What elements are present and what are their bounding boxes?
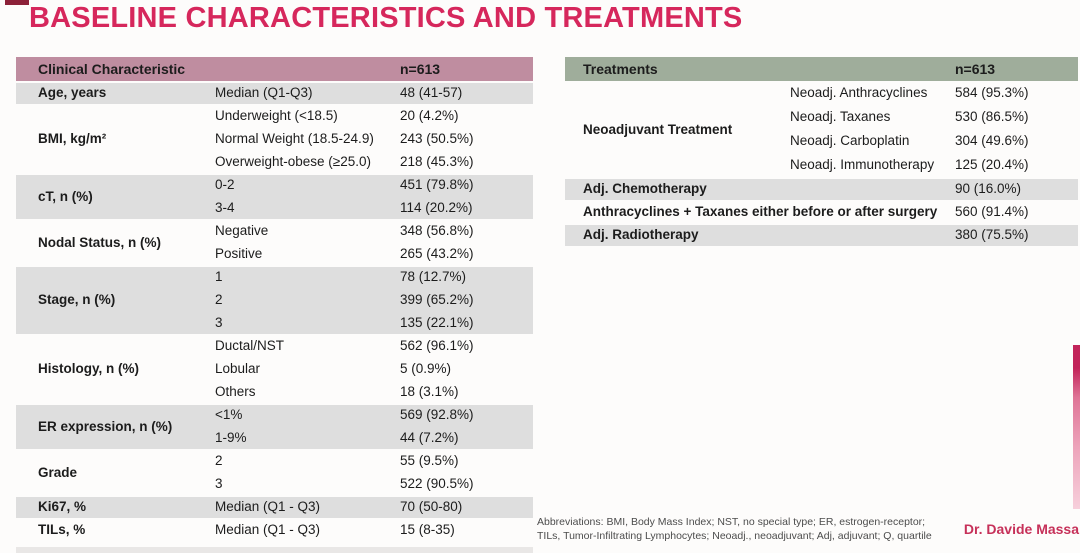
table-row-adj-radiotherapy: Adj. Radiotherapy 380 (75.5%)	[565, 223, 1078, 246]
row-sub: Median (Q1 - Q3)	[215, 499, 321, 514]
row-value: 399 (65.2%)	[400, 292, 474, 307]
row-value: 584 (95.3%)	[955, 85, 1029, 100]
row-sub: Median (Q1 - Q3)	[215, 522, 321, 537]
row-sub: Ductal/NST	[215, 338, 285, 353]
row-value: 55 (9.5%)	[400, 453, 459, 468]
row-sub: Median (Q1-Q3)	[215, 85, 313, 100]
row-value: 90 (16.0%)	[955, 181, 1022, 196]
cropped-next-row-remnant	[16, 547, 533, 553]
row-sub: Neoadj. Carboplatin	[790, 133, 910, 148]
row-label: Stage, n (%)	[38, 292, 116, 307]
row-sub: 0-2	[215, 177, 235, 192]
row-sub: 2	[215, 453, 223, 468]
row-value: 125 (20.4%)	[955, 157, 1029, 172]
row-value: 20 (4.2%)	[400, 108, 459, 123]
row-value: 114 (20.2%)	[400, 200, 473, 215]
row-sub: 3	[215, 476, 223, 491]
row-sub: Positive	[215, 246, 263, 261]
row-value: 218 (45.3%)	[400, 154, 474, 169]
row-value: 569 (92.8%)	[400, 407, 474, 422]
row-label: TILs, %	[38, 522, 86, 537]
row-value: 15 (8-35)	[400, 522, 455, 537]
row-label: ER expression, n (%)	[38, 418, 173, 434]
row-label: Adj. Chemotherapy	[583, 181, 707, 196]
row-sub: Neoadj. Taxanes	[790, 109, 891, 124]
row-label: Neoadjuvant Treatment	[583, 121, 733, 137]
row-sub: 1-9%	[215, 430, 247, 445]
table-row-ki67: Ki67, % Median (Q1 - Q3) 70 (50-80)	[16, 495, 533, 518]
row-value: 243 (50.5%)	[400, 131, 474, 146]
table-row-stage: Stage, n (%) 1 2 3 78 (12.7%) 399 (65.2%…	[16, 265, 533, 334]
row-label: Adj. Radiotherapy	[583, 227, 699, 242]
row-value: 5 (0.9%)	[400, 361, 452, 376]
row-label: Ki67, %	[38, 499, 87, 514]
table-row-histology: Histology, n (%) Ductal/NST Lobular Othe…	[16, 334, 533, 403]
row-sub: <1%	[215, 407, 243, 422]
row-value: 48 (41-57)	[400, 85, 463, 100]
row-value: 135 (22.1%)	[400, 315, 474, 330]
row-label: Anthracyclines + Taxanes either before o…	[583, 204, 938, 219]
row-value: 348 (56.8%)	[400, 223, 474, 238]
row-value: 562 (96.1%)	[400, 338, 474, 353]
clinical-characteristics-table: Clinical Characteristic n=613 Age, years…	[16, 57, 533, 541]
page-title: BASELINE CHARACTERISTICS AND TREATMENTS	[29, 2, 743, 34]
row-value: 304 (49.6%)	[955, 133, 1029, 148]
table-row-adj-chemotherapy: Adj. Chemotherapy 90 (16.0%)	[565, 177, 1078, 200]
row-sub: Neoadj. Anthracyclines	[790, 85, 928, 100]
author-credit: Dr. Davide Massa	[963, 521, 1079, 537]
row-sub: Normal Weight (18.5-24.9)	[215, 131, 374, 146]
table-row-neoadjuvant-treatment: Neoadjuvant Treatment Neoadj. Anthracycl…	[565, 81, 1078, 177]
row-label: Nodal Status, n (%)	[38, 234, 162, 250]
row-sub: 3	[215, 315, 223, 330]
row-sub: Overweight-obese (≥25.0)	[215, 154, 371, 169]
table-row-grade: Grade 2 3 55 (9.5%) 522 (90.5%)	[16, 449, 533, 495]
treatments-table: Treatments n=613 Neoadjuvant Treatment N…	[565, 57, 1078, 246]
decorative-edge-bar	[1073, 345, 1080, 509]
row-sub: 1	[215, 269, 223, 284]
row-value: 451 (79.8%)	[400, 177, 474, 192]
row-sub: Neoadj. Immunotherapy	[790, 157, 935, 172]
row-value: 560 (91.4%)	[955, 204, 1029, 219]
row-sub: Negative	[215, 223, 269, 238]
table-row-nodal-status: Nodal Status, n (%) Negative Positive 34…	[16, 219, 533, 265]
footnote-line: TILs, Tumor-Infiltrating Lymphocytes; Ne…	[537, 529, 932, 542]
row-value: 44 (7.2%)	[400, 430, 459, 445]
row-value: 380 (75.5%)	[955, 227, 1029, 242]
row-sub: 3-4	[215, 200, 235, 215]
row-label: cT, n (%)	[38, 188, 93, 204]
right-table-header-label: Treatments	[583, 61, 658, 77]
table-row-er-expression: ER expression, n (%) <1% 1-9% 569 (92.8%…	[16, 403, 533, 449]
left-table-header-label: Clinical Characteristic	[38, 61, 186, 77]
row-sub: Lobular	[215, 361, 261, 376]
row-value: 530 (86.5%)	[955, 109, 1029, 124]
right-table-header-count: n=613	[955, 61, 996, 77]
row-value: 18 (3.1%)	[400, 384, 459, 399]
right-table-header: Treatments n=613	[565, 57, 1078, 81]
row-sub: Underweight (<18.5)	[215, 108, 338, 123]
table-row-anthracyclines-taxanes: Anthracyclines + Taxanes either before o…	[565, 200, 1078, 223]
table-row-age: Age, years Median (Q1-Q3) 48 (41-57)	[16, 81, 533, 104]
row-value: 70 (50-80)	[400, 499, 463, 514]
table-row-tils: TILs, % Median (Q1 - Q3) 15 (8-35)	[16, 518, 533, 541]
footnote-line: Abbreviations: BMI, Body Mass Index; NST…	[537, 516, 926, 528]
abbreviations-footnote: Abbreviations: BMI, Body Mass Index; NST…	[537, 516, 932, 543]
row-label: Age, years	[38, 85, 107, 100]
table-row-bmi: BMI, kg/m² Underweight (<18.5) Normal We…	[16, 104, 533, 173]
corner-mark	[5, 0, 29, 5]
row-sub: 2	[215, 292, 223, 307]
row-label: Histology, n (%)	[38, 361, 139, 376]
row-label: Grade	[38, 464, 78, 480]
left-table-header-count: n=613	[400, 61, 441, 77]
row-value: 265 (43.2%)	[400, 246, 474, 261]
row-value: 78 (12.7%)	[400, 269, 467, 284]
row-value: 522 (90.5%)	[400, 476, 474, 491]
row-label: BMI, kg/m²	[38, 131, 107, 146]
left-table-header: Clinical Characteristic n=613	[16, 57, 533, 81]
table-row-ct: cT, n (%) 0-2 3-4 451 (79.8%) 114 (20.2%…	[16, 173, 533, 219]
row-sub: Others	[215, 384, 256, 399]
